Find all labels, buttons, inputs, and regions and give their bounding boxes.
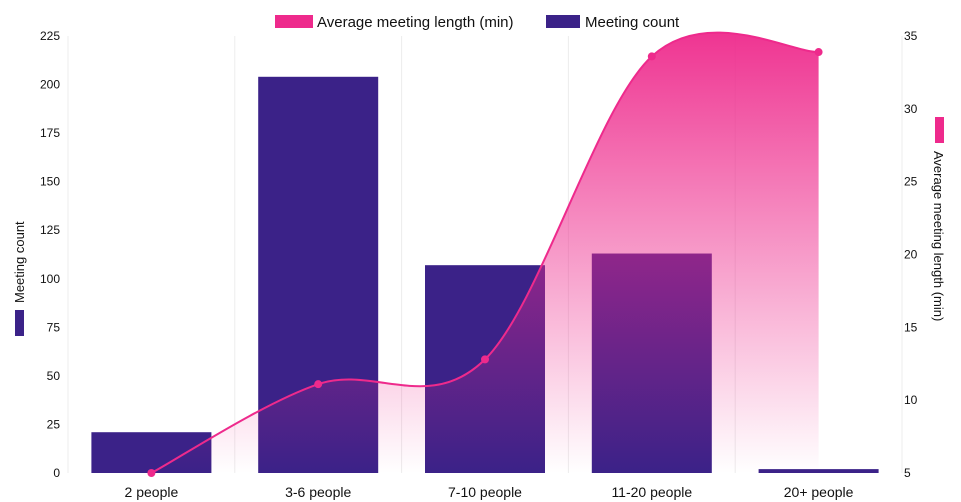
left-axis-title: Meeting count: [12, 221, 27, 303]
right-axis-ticks: 5 10 15 20 25 30 35: [904, 29, 918, 480]
left-tick-label: 0: [53, 466, 60, 480]
category-label: 2 people: [125, 484, 179, 500]
left-tick-label: 200: [40, 78, 60, 92]
right-tick-label: 15: [904, 320, 918, 334]
right-tick-label: 10: [904, 393, 918, 407]
right-tick-label: 5: [904, 466, 911, 480]
left-tick-label: 25: [47, 417, 61, 431]
right-tick-label: 30: [904, 102, 918, 116]
line-series: [150, 31, 819, 474]
right-axis-title: Average meeting length (min): [931, 151, 946, 321]
left-axis-ticks: 0 25 50 75 100 125 150 175 200 225: [40, 29, 60, 480]
legend-swatch-line: [275, 15, 313, 28]
left-axis-swatch: [15, 310, 24, 336]
legend-swatch-bar: [546, 15, 580, 28]
left-tick-label: 225: [40, 29, 60, 43]
left-tick-label: 100: [40, 272, 60, 286]
line-point: [481, 355, 489, 364]
line-area-fill: [151, 32, 819, 473]
left-tick-label: 125: [40, 223, 60, 237]
line-point: [314, 380, 323, 389]
right-tick-label: 25: [904, 175, 918, 189]
line-points: [147, 48, 823, 477]
left-tick-label: 175: [40, 126, 60, 140]
line-point: [647, 52, 656, 61]
category-label: 3-6 people: [285, 484, 351, 500]
category-label: 20+ people: [784, 484, 854, 500]
legend-item-bar: Meeting count: [585, 14, 680, 31]
left-tick-label: 75: [47, 320, 61, 334]
left-tick-label: 50: [47, 369, 61, 383]
right-tick-label: 35: [904, 29, 918, 43]
line-point: [814, 48, 823, 57]
right-tick-label: 20: [904, 248, 918, 262]
line-area: [151, 32, 819, 473]
category-label: 7-10 people: [448, 484, 522, 500]
legend-item-line: Average meeting length (min): [317, 14, 514, 31]
category-label: 11-20 people: [611, 484, 692, 500]
category-labels: 2 people 3-6 people 7-10 people 11-20 peopl…: [125, 484, 854, 500]
left-tick-label: 150: [40, 175, 60, 189]
line-path: [150, 31, 819, 474]
line-point: [147, 469, 156, 477]
right-axis-swatch: [935, 117, 944, 143]
legend: Average meeting length (min) Meeting cou…: [275, 14, 680, 31]
